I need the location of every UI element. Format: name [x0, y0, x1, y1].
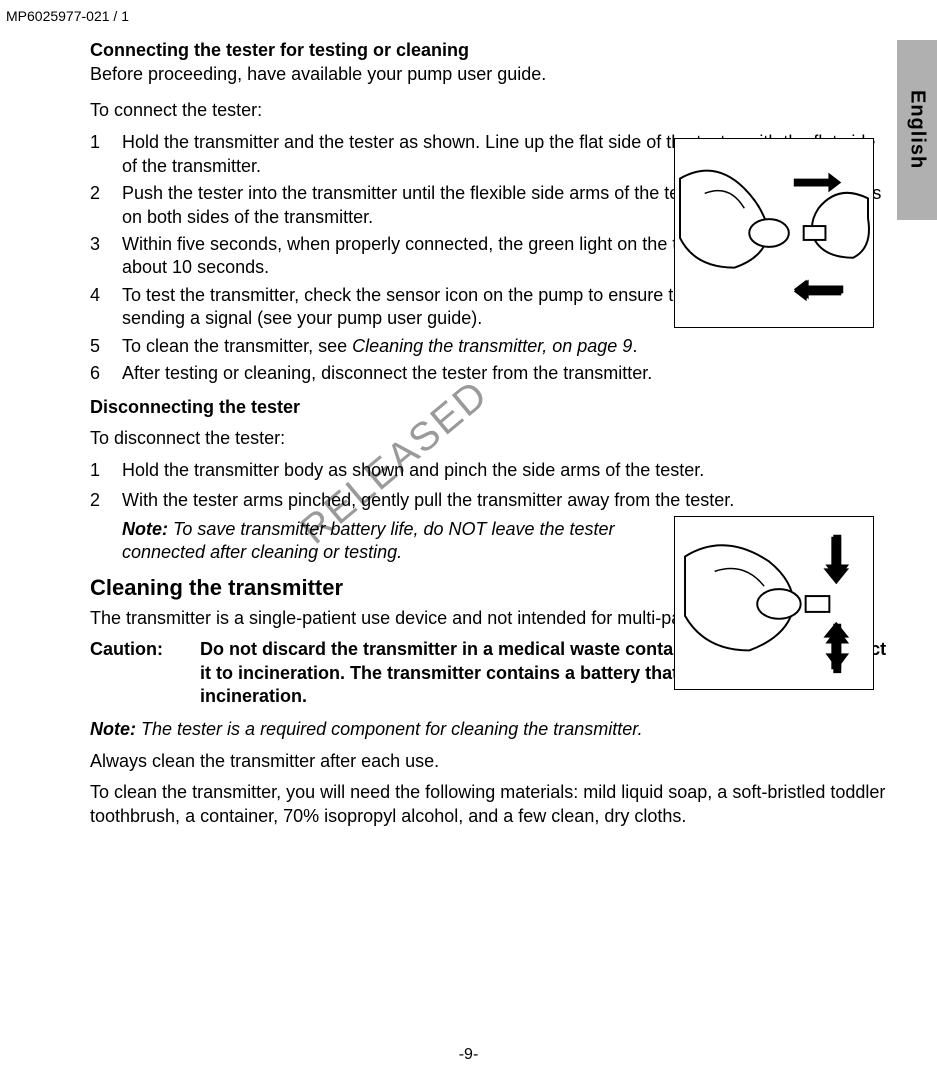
list-num: 3 — [90, 233, 122, 280]
list-num: 2 — [90, 182, 122, 229]
list-num: 5 — [90, 335, 122, 358]
section3-p2: Always clean the transmitter after each … — [90, 750, 890, 773]
doc-id: MP6025977-021 / 1 — [6, 8, 129, 24]
note-body-text2: The tester is a required component for c… — [141, 719, 643, 739]
step5-tail: . — [632, 336, 637, 356]
list-text: Hold the transmitter body as shown and p… — [122, 459, 890, 482]
section3-note: Note: The tester is a required component… — [90, 718, 890, 741]
figure-connect-svg — [675, 139, 873, 327]
figure-connect — [674, 138, 874, 328]
note-body-text: To save transmitter battery life, do NOT… — [122, 519, 615, 562]
caution-label: Caution: — [90, 638, 200, 708]
list-num: 2 — [90, 489, 122, 512]
list-item: 6 After testing or cleaning, disconnect … — [90, 362, 890, 385]
page-number: -9- — [0, 1046, 937, 1064]
section1-title: Connecting the tester for testing or cle… — [90, 40, 890, 61]
list-text: After testing or cleaning, disconnect th… — [122, 362, 890, 385]
figure-disconnect-svg — [675, 517, 873, 689]
list-text: To clean the transmitter, see Cleaning t… — [122, 335, 890, 358]
page: MP6025977-021 / 1 English RELEASED Conne… — [0, 0, 937, 1078]
section2-note: Note: To save transmitter battery life, … — [122, 518, 662, 565]
note-label: Note: — [122, 519, 168, 539]
figure-disconnect — [674, 516, 874, 690]
section2-lead: To disconnect the tester: — [90, 428, 890, 449]
list-num: 1 — [90, 459, 122, 482]
section3-p3: To clean the transmitter, you will need … — [90, 781, 890, 828]
note-label: Note: — [90, 719, 136, 739]
section1-intro: Before proceeding, have available your p… — [90, 63, 890, 86]
language-tab-text: English — [906, 90, 929, 169]
section1-lead: To connect the tester: — [90, 100, 890, 121]
list-num: 1 — [90, 131, 122, 178]
list-num: 6 — [90, 362, 122, 385]
list-num: 4 — [90, 284, 122, 331]
list-item: 5 To clean the transmitter, see Cleaning… — [90, 335, 890, 358]
step5-prefix: To clean the transmitter, see — [122, 336, 352, 356]
list-item: 2 With the tester arms pinched, gently p… — [90, 489, 890, 512]
list-text: With the tester arms pinched, gently pul… — [122, 489, 890, 512]
language-tab: English — [897, 40, 937, 220]
section2-title: Disconnecting the tester — [90, 397, 890, 418]
list-item: 1 Hold the transmitter body as shown and… — [90, 459, 890, 482]
step5-ref: Cleaning the transmitter, on page 9 — [352, 336, 632, 356]
section2-list: 1 Hold the transmitter body as shown and… — [90, 459, 890, 512]
